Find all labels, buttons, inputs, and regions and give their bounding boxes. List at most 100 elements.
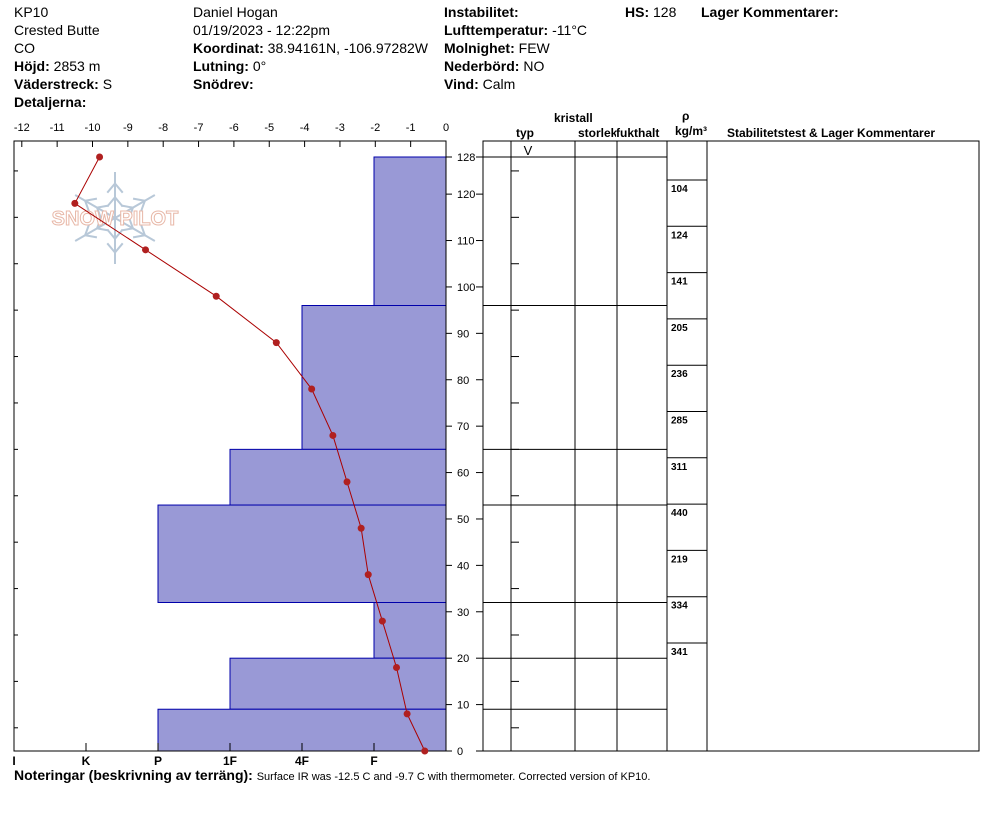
temp-tick-label-8: -4 [300, 122, 310, 134]
depth-tick-label-1: 10 [457, 700, 469, 712]
temperature-point-7 [343, 478, 351, 486]
hardness-layer-3 [157, 504, 447, 603]
temperature-line [74, 156, 426, 752]
temp-tick-label-5: -7 [194, 122, 204, 134]
notes-label: Noteringar (beskrivning av terräng): [14, 767, 253, 783]
temp-tick-label-3: -9 [123, 122, 133, 134]
depth-tick-label-9: 90 [457, 328, 469, 340]
temp-tick-label-2: -10 [85, 122, 101, 134]
temp-tick-label-12: 0 [443, 122, 449, 134]
temperature-point-10 [378, 617, 386, 625]
temp-tick-label-1: -11 [50, 122, 65, 134]
instability-label: Instabilitet: [444, 4, 519, 20]
slope-value: 0° [252, 58, 267, 74]
crystal-type-header: typ [516, 126, 534, 140]
hardness-layer-0 [373, 156, 447, 306]
hardness-tick-label-4: 4F [295, 754, 309, 768]
density-value-8: 219 [671, 554, 688, 565]
elevation-label: Höjd: [14, 58, 50, 74]
depth-tick-label-7: 70 [457, 421, 469, 433]
depth-tick-label-4: 40 [457, 560, 469, 572]
airtemp-label: Lufttemperatur: [444, 22, 549, 38]
coordinate-value: 38.94161N, -106.97282W [267, 40, 428, 56]
sky-field: Molnighet: FEW [444, 40, 550, 57]
crystal-header: kristall [554, 111, 593, 125]
sky-label: Molnighet: [444, 40, 515, 56]
profile-id: KP10 [14, 4, 49, 20]
temperature-point-2 [142, 246, 150, 254]
temperature-point-4 [272, 339, 280, 347]
snowpilot-logo: SNOW PILOT [51, 172, 179, 264]
density-value-9: 334 [671, 601, 688, 612]
aspect-label: Väderstreck: [14, 76, 99, 92]
observer-name: Daniel Hogan [193, 4, 278, 20]
density-value-5: 285 [671, 416, 688, 427]
temp-tick-label-10: -2 [370, 122, 380, 134]
coordinate-label: Koordinat: [193, 40, 264, 56]
hs-label: HS: [625, 4, 650, 20]
location-state: CO [14, 40, 35, 56]
temperature-point-3 [212, 292, 220, 300]
temperature-point-8 [357, 524, 365, 532]
hardness-tick-label-5: F [370, 754, 377, 768]
rho-header: ρ [682, 109, 690, 123]
temperature-point-5 [308, 385, 316, 393]
hs-value: 128 [653, 4, 677, 20]
wind-value: Calm [482, 76, 516, 92]
temp-tick-label-9: -3 [335, 122, 345, 134]
hardness-tick-label-1: K [82, 754, 91, 768]
temperature-point-1 [71, 199, 79, 207]
stability-header: Stabilitetstest & Lager Kommentarer [727, 126, 936, 140]
table-frame [482, 140, 980, 752]
aspect-field: Väderstreck: S [14, 76, 112, 93]
grain-type-symbol: V [524, 143, 533, 158]
hardness-layer-2 [229, 448, 447, 506]
precip-field: Nederbörd: NO [444, 58, 544, 75]
depth-tick-label-3: 30 [457, 607, 469, 619]
observation-datetime: 01/19/2023 - 12:22pm [193, 22, 330, 38]
sky-value: FEW [518, 40, 550, 56]
temperature-point-11 [393, 663, 401, 671]
temperature-point-13 [421, 747, 429, 755]
depth-tick-label-13: 128 [457, 152, 475, 164]
temperature-point-9 [364, 571, 372, 579]
wind-field: Vind: Calm [444, 76, 515, 93]
hardness-layer-5 [229, 657, 447, 710]
elevation-field: Höjd: 2853 m [14, 58, 100, 75]
density-value-4: 236 [671, 369, 688, 380]
location-name: Crested Butte [14, 22, 100, 38]
temp-tick-label-0: -12 [14, 122, 30, 134]
drift-label: Snödrev: [193, 76, 254, 92]
depth-tick-label-0: 0 [457, 746, 463, 758]
depth-tick-label-8: 80 [457, 375, 469, 387]
depth-tick-label-10: 100 [457, 282, 475, 294]
density-value-0: 104 [671, 184, 688, 195]
temperature-point-0 [96, 153, 104, 161]
temperature-point-6 [329, 431, 337, 439]
hardness-tick-label-0: I [12, 754, 15, 768]
temp-tick-label-11: -1 [406, 122, 416, 134]
hardness-tick-label-2: P [154, 754, 162, 768]
density-value-6: 311 [671, 462, 688, 473]
depth-tick-label-12: 120 [457, 189, 475, 201]
depth-tick-label-11: 110 [457, 236, 475, 248]
layer-comments-label: Lager Kommentarer: [701, 4, 839, 20]
hardness-layer-1 [301, 305, 447, 450]
aspect-value: S [102, 76, 113, 92]
slope-label: Lutning: [193, 58, 249, 74]
slope-field: Lutning: 0° [193, 58, 266, 75]
density-value-10: 341 [671, 647, 688, 658]
hs-field: HS: 128 [625, 4, 676, 21]
details-label: Detaljerna: [14, 94, 87, 110]
coordinate-field: Koordinat: 38.94161N, -106.97282W [193, 40, 428, 57]
elevation-value: 2853 m [53, 58, 101, 74]
wind-label: Vind: [444, 76, 479, 92]
precip-label: Nederbörd: [444, 58, 520, 74]
temp-tick-label-7: -5 [264, 122, 274, 134]
logo-text: SNOW PILOT [52, 208, 179, 230]
notes-text: Surface IR was -12.5 C and -9.7 C with t… [256, 771, 651, 783]
depth-tick-label-5: 50 [457, 514, 469, 526]
temperature-point-12 [403, 710, 411, 718]
snowflake-icon [74, 172, 156, 264]
